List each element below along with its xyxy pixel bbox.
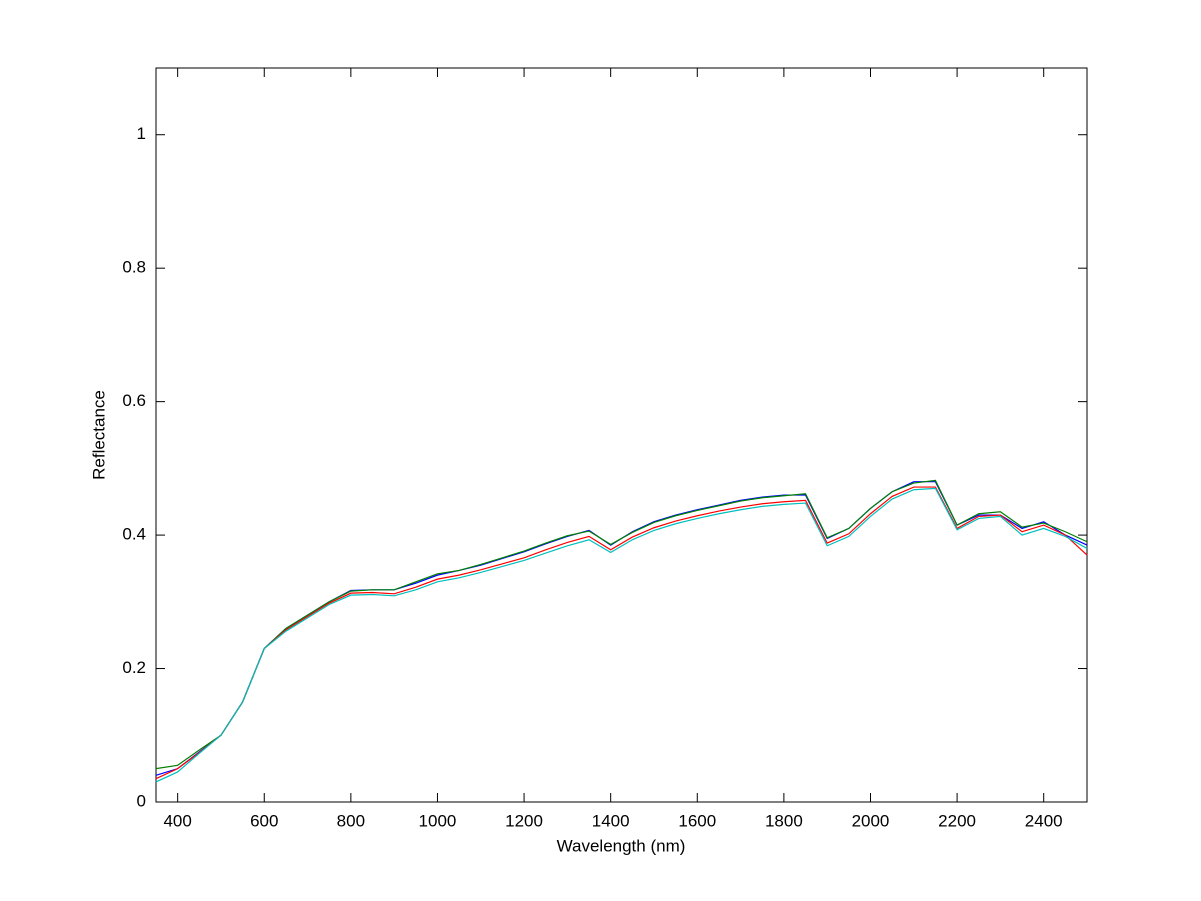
x-tick-label: 1400 bbox=[592, 811, 630, 830]
y-tick-label: 0 bbox=[137, 791, 146, 810]
y-axis-label: Reflectance bbox=[89, 390, 108, 480]
plot-frame bbox=[155, 67, 1088, 803]
y-tick-label: 0.2 bbox=[122, 658, 146, 677]
x-tick-label: 2200 bbox=[938, 811, 976, 830]
data-line bbox=[155, 487, 1088, 783]
y-tick-label: 1 bbox=[137, 124, 146, 143]
x-tick-label: 600 bbox=[250, 811, 278, 830]
y-tick-label: 0.6 bbox=[122, 391, 146, 410]
x-tick-label: 1600 bbox=[678, 811, 716, 830]
x-tick-label: 2000 bbox=[852, 811, 890, 830]
x-tick-label: 2400 bbox=[1025, 811, 1063, 830]
x-axis-label: Wavelength (nm) bbox=[557, 836, 686, 855]
x-tick-label: 800 bbox=[337, 811, 365, 830]
x-tick-label: 400 bbox=[163, 811, 191, 830]
data-line bbox=[155, 486, 1088, 780]
y-tick-label: 0.8 bbox=[122, 258, 146, 277]
y-tick-label: 0.4 bbox=[122, 525, 146, 544]
data-line bbox=[155, 479, 1088, 770]
x-tick-label: 1200 bbox=[505, 811, 543, 830]
x-tick-label: 1000 bbox=[419, 811, 457, 830]
x-tick-label: 1800 bbox=[765, 811, 803, 830]
